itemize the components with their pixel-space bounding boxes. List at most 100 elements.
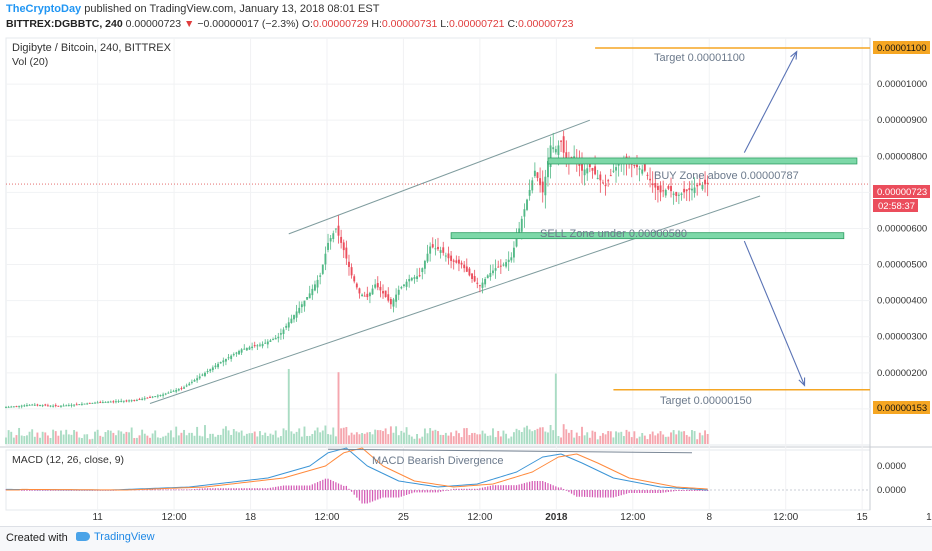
- volume-bar: [484, 433, 487, 444]
- volume-bar: [604, 434, 607, 444]
- volume-bar: [112, 432, 115, 444]
- volume-bar: [96, 429, 99, 444]
- price-tick-label: 0.00000200: [877, 368, 927, 379]
- macd-histogram-bar: [599, 490, 601, 498]
- macd-tick-label: 0.0000: [877, 461, 906, 472]
- macd-histogram-bar: [199, 488, 201, 490]
- volume-bar: [685, 435, 688, 444]
- macd-histogram-bar: [460, 488, 463, 490]
- volume-bar: [442, 435, 445, 444]
- volume-bar: [33, 436, 36, 444]
- volume-bar: [664, 436, 667, 444]
- volume-bar: [541, 427, 544, 444]
- volume-bar: [337, 372, 340, 444]
- candle-body: [536, 172, 539, 178]
- candle-body: [494, 268, 497, 271]
- volume-bar: [460, 437, 463, 444]
- candle-body: [287, 322, 290, 328]
- volume-bar: [423, 428, 426, 444]
- volume-bar: [39, 437, 41, 444]
- macd-histogram-bar: [471, 488, 473, 490]
- volume-bar: [581, 426, 583, 444]
- volume-bar: [463, 428, 466, 444]
- down-arrow: ▼: [184, 18, 195, 30]
- macd-histogram-bar: [638, 490, 641, 493]
- volume-bar: [497, 430, 500, 444]
- candle-body: [33, 404, 36, 406]
- candle-body: [594, 166, 597, 175]
- candle-body: [523, 209, 526, 217]
- macd-histogram-bar: [497, 485, 499, 490]
- candle-body: [78, 404, 81, 406]
- volume-bar: [416, 434, 418, 444]
- candle-body: [649, 178, 652, 181]
- volume-bar: [49, 437, 52, 444]
- macd-histogram-bar: [222, 488, 224, 490]
- volume-bar: [23, 436, 26, 444]
- candle-body: [683, 188, 686, 193]
- macd-histogram-bar: [487, 486, 489, 490]
- macd-histogram-bar: [343, 485, 345, 490]
- volume-bar: [539, 427, 542, 444]
- volume-bar: [544, 431, 547, 444]
- macd-histogram-bar: [159, 489, 162, 491]
- volume-bar: [188, 432, 191, 444]
- macd-histogram-bar: [350, 490, 353, 492]
- volume-bar: [494, 437, 497, 444]
- macd-histogram-bar: [55, 490, 57, 491]
- volume-bar: [248, 433, 251, 444]
- macd-histogram-bar: [309, 485, 311, 490]
- candle-body: [403, 284, 405, 287]
- macd-histogram-bar: [450, 489, 452, 491]
- volume-bar: [654, 435, 657, 444]
- volume-bar: [135, 437, 138, 444]
- macd-histogram-bar: [646, 490, 649, 493]
- volume-bar: [334, 436, 337, 444]
- tradingview-icon: [76, 532, 90, 541]
- macd-histogram-bar: [337, 483, 340, 490]
- volume-bar: [193, 435, 196, 444]
- macd-histogram-bar: [665, 490, 667, 493]
- macd-histogram-bar: [243, 488, 245, 490]
- candle-body: [340, 236, 343, 243]
- candle-body: [167, 392, 170, 394]
- macd-histogram-bar: [565, 490, 567, 491]
- candle-body: [515, 238, 518, 247]
- candle-body: [156, 395, 159, 397]
- candle-body: [659, 185, 662, 193]
- change: −0.00000017 (−2.3%): [197, 18, 299, 30]
- volume-bar: [620, 431, 623, 444]
- candle-body: [366, 293, 369, 298]
- high-value: 0.00000731: [381, 18, 438, 30]
- volume-bar: [533, 430, 536, 444]
- volume-bar: [146, 435, 149, 444]
- low-value: 0.00000721: [449, 18, 505, 30]
- candle-body: [489, 272, 492, 277]
- candle-body: [444, 255, 447, 257]
- volume-bar: [141, 429, 144, 444]
- candle-body: [586, 168, 589, 174]
- volume-bar: [70, 434, 73, 444]
- macd-label: MACD (12, 26, close, 9): [12, 454, 124, 466]
- volume-bar: [400, 430, 403, 444]
- macd-histogram-bar: [335, 482, 337, 490]
- candle-body: [327, 242, 329, 250]
- candle-body: [75, 404, 78, 406]
- chart-canvas[interactable]: 11 12:00 18 12:00 25 12:00 2018 12:00 8 12:00 15 12…: [0, 0, 932, 526]
- candle-body: [224, 358, 227, 362]
- volume-bar: [502, 430, 505, 444]
- macd-histogram-bar: [411, 490, 413, 494]
- candle-body: [177, 389, 180, 391]
- macd-histogram-bar: [547, 483, 549, 490]
- candle-body: [217, 363, 220, 368]
- volume-bar: [130, 427, 133, 444]
- candle-body: [104, 401, 107, 403]
- author-link[interactable]: TheCryptoDay: [6, 3, 82, 15]
- volume-bar: [387, 434, 390, 444]
- tradingview-logo[interactable]: TradingView: [76, 531, 155, 543]
- candle-body: [510, 257, 513, 261]
- candle-body: [688, 188, 691, 190]
- macd-histogram-bar: [508, 485, 510, 490]
- candle-body: [70, 404, 73, 406]
- macd-histogram-bar: [555, 486, 557, 490]
